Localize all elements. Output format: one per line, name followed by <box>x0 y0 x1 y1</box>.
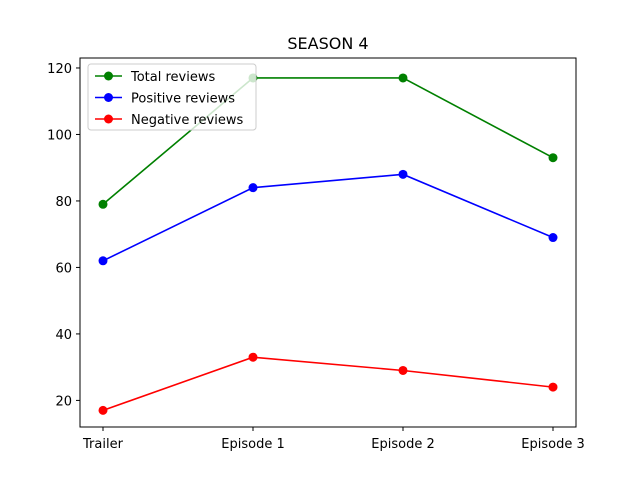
legend-box <box>87 63 257 131</box>
y-tick-label: 60 <box>55 261 72 276</box>
data-point <box>548 233 558 243</box>
legend: Total reviews Positive reviews Negative re… <box>87 63 257 131</box>
x-tick-label: Trailer <box>82 437 124 452</box>
y-tick-label: 20 <box>55 394 72 409</box>
series-line <box>102 356 554 412</box>
legend-marker <box>104 93 113 102</box>
data-point <box>398 169 408 179</box>
plot-frame <box>79 57 577 428</box>
y-tick-label: 120 <box>47 62 72 77</box>
legend-marker <box>104 71 113 81</box>
x-tick-label: Episode 2 <box>371 437 434 452</box>
x-axis: Trailer Episode 1 Episode 2 Episode 3 <box>82 427 585 452</box>
series-line <box>102 173 554 262</box>
data-point <box>398 73 408 83</box>
data-point <box>248 352 258 362</box>
legend-marker <box>104 114 113 124</box>
data-point <box>98 199 108 209</box>
legend-label: Negative reviews <box>131 113 243 128</box>
data-point <box>248 183 258 193</box>
y-tick-label: 40 <box>55 328 72 343</box>
y-tick-label: 100 <box>47 128 72 143</box>
data-point <box>398 365 408 375</box>
data-point <box>98 256 108 266</box>
x-tick-label: Episode 3 <box>521 437 584 452</box>
y-tick-label: 80 <box>55 195 72 210</box>
series-line <box>102 77 554 205</box>
data-point <box>548 153 558 163</box>
x-tick-label: Episode 1 <box>221 437 284 452</box>
y-axis: 20 40 60 80 100 120 <box>47 62 80 409</box>
legend-label: Total reviews <box>130 70 215 85</box>
plot-area <box>98 73 558 415</box>
data-point <box>548 382 558 392</box>
chart-title: SEASON 4 <box>287 34 368 53</box>
data-point <box>98 405 108 415</box>
legend-label: Positive reviews <box>131 92 235 107</box>
